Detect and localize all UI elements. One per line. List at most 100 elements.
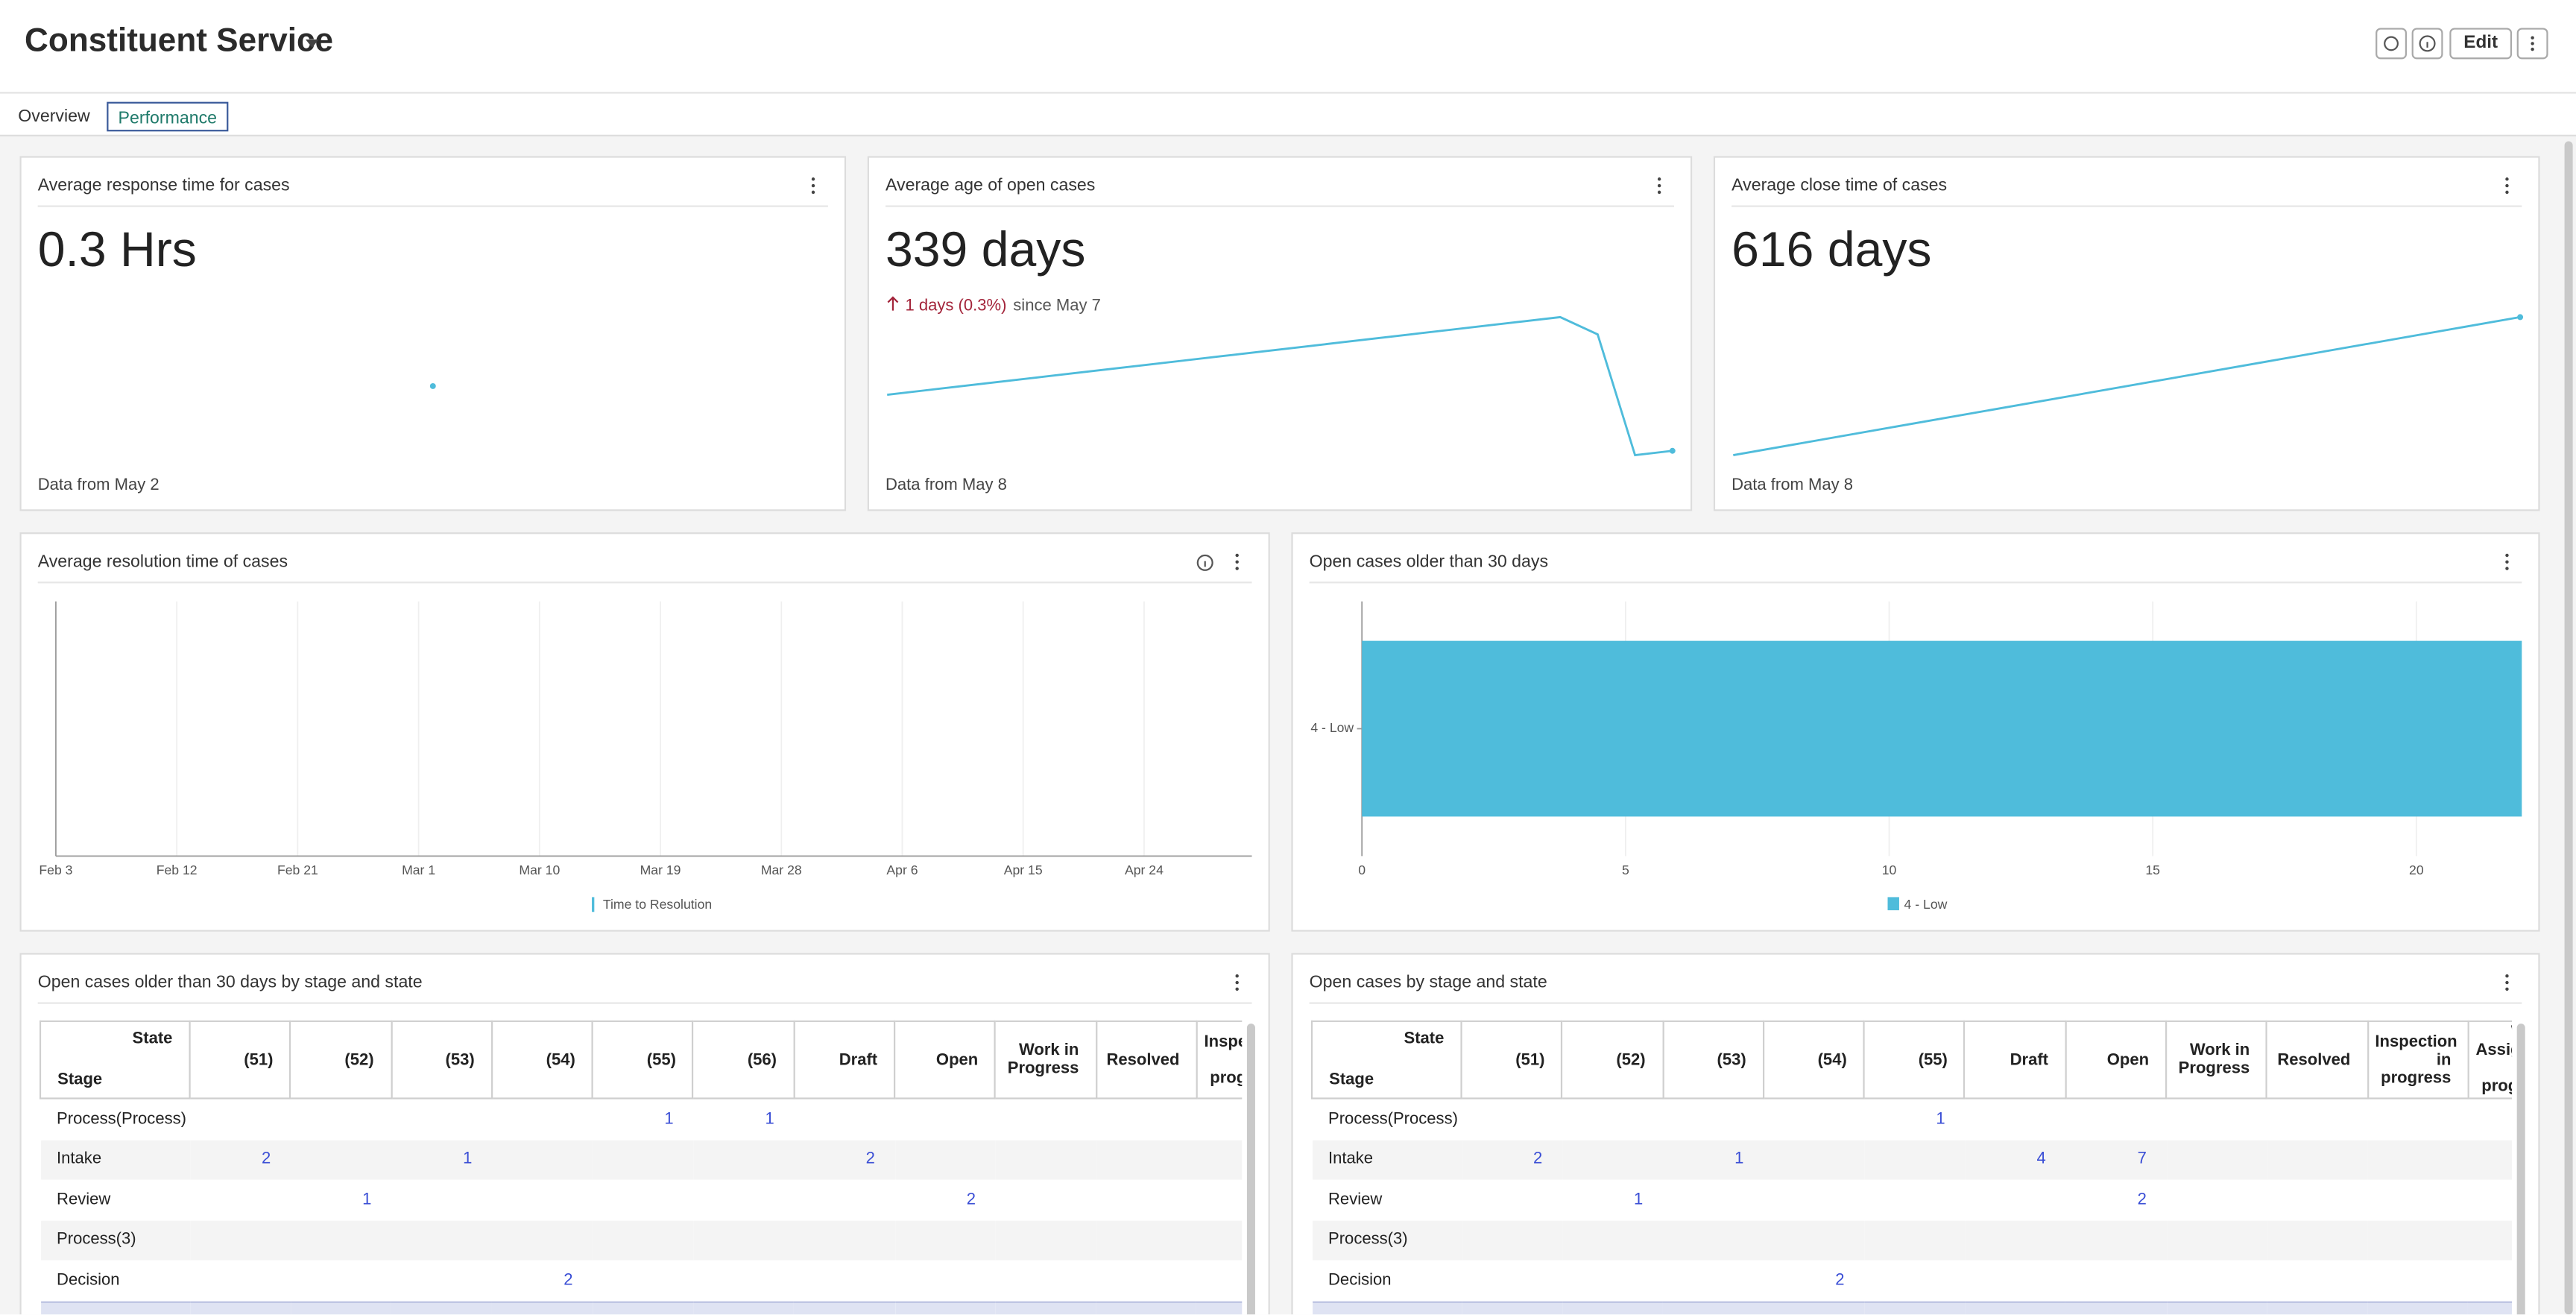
info-button[interactable] bbox=[2411, 28, 2443, 60]
row-header: Intake bbox=[40, 1139, 190, 1180]
table-cell bbox=[794, 1180, 894, 1220]
card-menu[interactable] bbox=[2501, 973, 2514, 992]
column-header: Open bbox=[2065, 1020, 2168, 1100]
column-header: (54) bbox=[1762, 1020, 1866, 1100]
table-cell bbox=[693, 1180, 794, 1220]
table-cell bbox=[2267, 1180, 2367, 1220]
table-row: Review 1 2 bbox=[40, 1180, 1242, 1220]
total-cell bbox=[592, 1300, 694, 1315]
table-cell bbox=[391, 1261, 492, 1302]
table-row: Decision 2 bbox=[1312, 1261, 2512, 1302]
card-menu[interactable] bbox=[2501, 552, 2514, 572]
column-header: Work Assignment in progress bbox=[2467, 1020, 2513, 1100]
card-menu[interactable] bbox=[1231, 973, 1244, 992]
table-cell bbox=[291, 1098, 391, 1139]
kpi-value: 339 days bbox=[886, 223, 1086, 278]
column-header: Draft bbox=[1963, 1020, 2067, 1100]
table-cell: 1 bbox=[1936, 1110, 1945, 1129]
table-cell bbox=[1663, 1180, 1764, 1220]
table-cell bbox=[2166, 1180, 2267, 1220]
table-cell bbox=[1197, 1098, 1243, 1139]
row-header: Decision bbox=[1328, 1271, 1392, 1290]
column-header: Resolved bbox=[1095, 1020, 1198, 1100]
card-title: Open cases older than 30 days bbox=[1309, 552, 1549, 573]
table-cell: 1 bbox=[664, 1110, 674, 1129]
table-row: Review 1 2 bbox=[1312, 1180, 2512, 1220]
card-menu[interactable] bbox=[806, 176, 820, 195]
corner-cell: State Stage bbox=[1310, 1020, 1462, 1100]
total-cell bbox=[1763, 1300, 1864, 1315]
table-cell bbox=[894, 1139, 996, 1180]
kpi-change: 1 days (0.3%) bbox=[905, 297, 1007, 316]
kpi-footer: Data from May 8 bbox=[1731, 476, 1854, 495]
tab[interactable]: Overview bbox=[18, 107, 90, 127]
table-cell bbox=[693, 1139, 795, 1180]
tab-active[interactable]: Performance bbox=[107, 101, 229, 132]
table-cell bbox=[1864, 1180, 1965, 1220]
table-cell bbox=[1965, 1220, 2066, 1261]
kpi-change-line: 1 days (0.3%) since May 7 bbox=[886, 296, 1101, 315]
table-cell bbox=[995, 1139, 1096, 1180]
table-cell bbox=[592, 1139, 694, 1180]
table-cell bbox=[2166, 1139, 2267, 1180]
column-header: (51) bbox=[1460, 1020, 1563, 1100]
card-title: Open cases older than 30 days by stage a… bbox=[37, 972, 423, 993]
header-row: State Stage (51) (52) (53) (54) (55) Draft Open W… bbox=[1310, 1020, 2513, 1100]
total-cell bbox=[794, 1300, 895, 1315]
table-cell: 1 bbox=[1662, 1139, 1764, 1180]
table-cell bbox=[491, 1220, 593, 1261]
table-cell bbox=[1462, 1180, 1562, 1220]
dashboard-title[interactable]: Constituent Service bbox=[25, 22, 334, 60]
table-cell bbox=[693, 1220, 795, 1261]
row-header: Decision bbox=[57, 1271, 120, 1290]
total-cell bbox=[189, 1300, 291, 1315]
column-header: (51) bbox=[189, 1020, 291, 1100]
card-menu[interactable] bbox=[2501, 176, 2514, 195]
refresh-button[interactable] bbox=[2375, 28, 2408, 60]
table-cell: 1 bbox=[362, 1191, 372, 1209]
column-header: (52) bbox=[289, 1020, 392, 1100]
line-chart-card: Average resolution time of cases bbox=[19, 532, 1270, 932]
top-bar: Constituent Service Edit bbox=[0, 0, 2576, 94]
table-cell bbox=[1562, 1220, 1663, 1261]
table-cell bbox=[1562, 1139, 1663, 1180]
more-button[interactable] bbox=[2516, 28, 2548, 60]
column-header: (53) bbox=[1661, 1020, 1764, 1100]
table-cell bbox=[2468, 1220, 2513, 1261]
table-cell bbox=[2267, 1220, 2368, 1261]
table-cell: 2 bbox=[794, 1139, 895, 1180]
corner-cell: State Stage bbox=[39, 1020, 191, 1100]
table-cell bbox=[1096, 1139, 1197, 1180]
divider bbox=[37, 581, 1252, 584]
table-cell bbox=[1863, 1139, 1966, 1180]
table-cell bbox=[1764, 1098, 1864, 1139]
title-caret[interactable] bbox=[305, 39, 319, 49]
table-cell bbox=[593, 1261, 693, 1302]
table-cell bbox=[189, 1220, 291, 1261]
card-menu[interactable] bbox=[1652, 176, 1666, 195]
table-cell bbox=[1965, 1261, 2065, 1302]
info-icon[interactable] bbox=[1196, 554, 1214, 572]
table-cell bbox=[1663, 1098, 1764, 1139]
table-cell bbox=[794, 1098, 894, 1139]
column-dimension: State bbox=[132, 1029, 173, 1049]
table-cell bbox=[995, 1220, 1096, 1261]
total-cell bbox=[1196, 1300, 1243, 1315]
table-cell: 2 bbox=[1461, 1139, 1562, 1180]
total-cell bbox=[290, 1300, 391, 1315]
edit-button[interactable]: Edit bbox=[2449, 28, 2513, 60]
table-cell: 2 bbox=[1835, 1271, 1845, 1290]
divider bbox=[886, 205, 1674, 207]
table-cell bbox=[2166, 1098, 2267, 1139]
table-cell bbox=[2267, 1098, 2367, 1139]
scrollbar[interactable] bbox=[2564, 141, 2573, 1315]
table-cell bbox=[2468, 1139, 2513, 1180]
table-cell bbox=[1197, 1180, 1243, 1220]
card-menu[interactable] bbox=[1231, 552, 1244, 572]
table-cell bbox=[2166, 1220, 2267, 1261]
table-cell bbox=[794, 1220, 895, 1261]
table-cell bbox=[1764, 1180, 1864, 1220]
kpi-footer: Data from May 8 bbox=[886, 476, 1007, 495]
table-cell bbox=[1096, 1261, 1197, 1302]
